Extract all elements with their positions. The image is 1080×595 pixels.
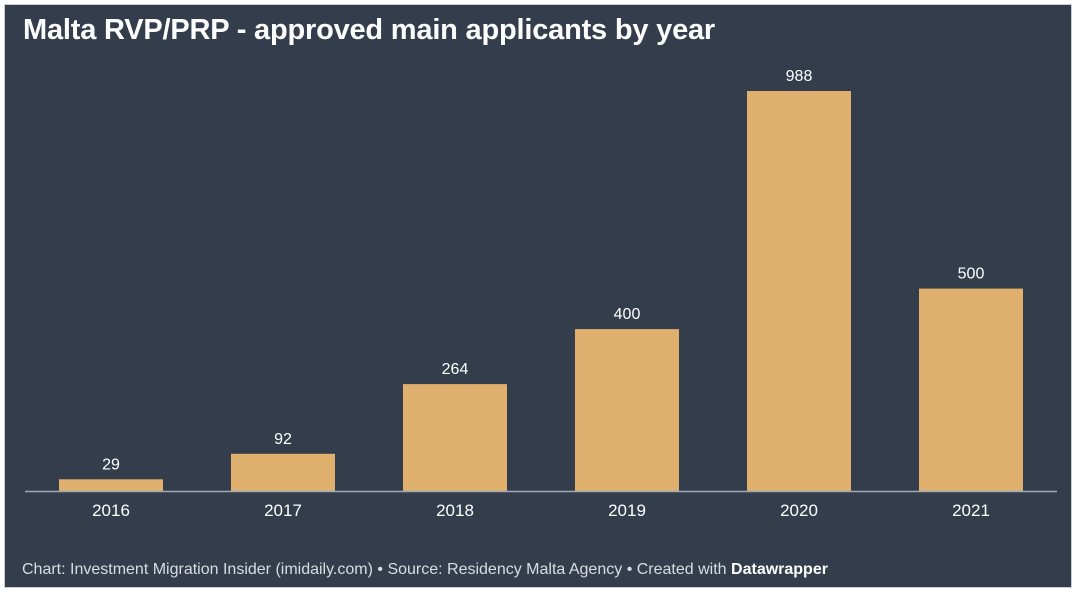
- value-label-2018: 264: [442, 361, 469, 378]
- x-tick-label-2019: 2019: [608, 501, 646, 520]
- footer-credit: Chart: Investment Migration Insider (imi…: [22, 561, 373, 578]
- value-label-2019: 400: [614, 306, 641, 323]
- footer-source: Source: Residency Malta Agency: [387, 561, 623, 578]
- footer-separator-1: •: [377, 561, 383, 578]
- value-label-2021: 500: [958, 266, 985, 283]
- bar-2019: [575, 329, 679, 491]
- bar-2017: [231, 453, 335, 491]
- bar-2018: [403, 384, 507, 491]
- x-tick-label-2021: 2021: [952, 501, 990, 520]
- x-tick-label-2017: 2017: [264, 501, 302, 520]
- chart-footer: Chart: Investment Migration Insider (imi…: [22, 561, 828, 579]
- bar-2016: [59, 479, 163, 491]
- bar-2021: [919, 288, 1023, 491]
- bar-chart: 29 92 264 400 988 500 2016 2017 2018 2019 2020 202…: [25, 68, 1057, 520]
- footer-datawrapper-link[interactable]: Datawrapper: [731, 561, 828, 578]
- x-tick-labels-layer: 2016 2017 2018 2019 2020 2021: [92, 501, 990, 520]
- bar-2020: [747, 91, 851, 491]
- x-tick-label-2016: 2016: [92, 501, 130, 520]
- x-tick-label-2020: 2020: [780, 501, 818, 520]
- footer-separator-2: •: [626, 561, 633, 578]
- value-label-2020: 988: [786, 68, 813, 85]
- chart-title: Malta RVP/PRP - approved main applicants…: [23, 14, 716, 46]
- value-labels-layer: 29 92 264 400 988 500: [102, 68, 984, 473]
- value-label-2017: 92: [274, 431, 292, 448]
- value-label-2016: 29: [102, 456, 120, 473]
- x-tick-label-2018: 2018: [436, 501, 474, 520]
- chart-frame: Malta RVP/PRP - approved main applicants…: [4, 4, 1072, 588]
- footer-created-prefix: Created with: [636, 561, 727, 578]
- bars-layer: [59, 91, 1023, 491]
